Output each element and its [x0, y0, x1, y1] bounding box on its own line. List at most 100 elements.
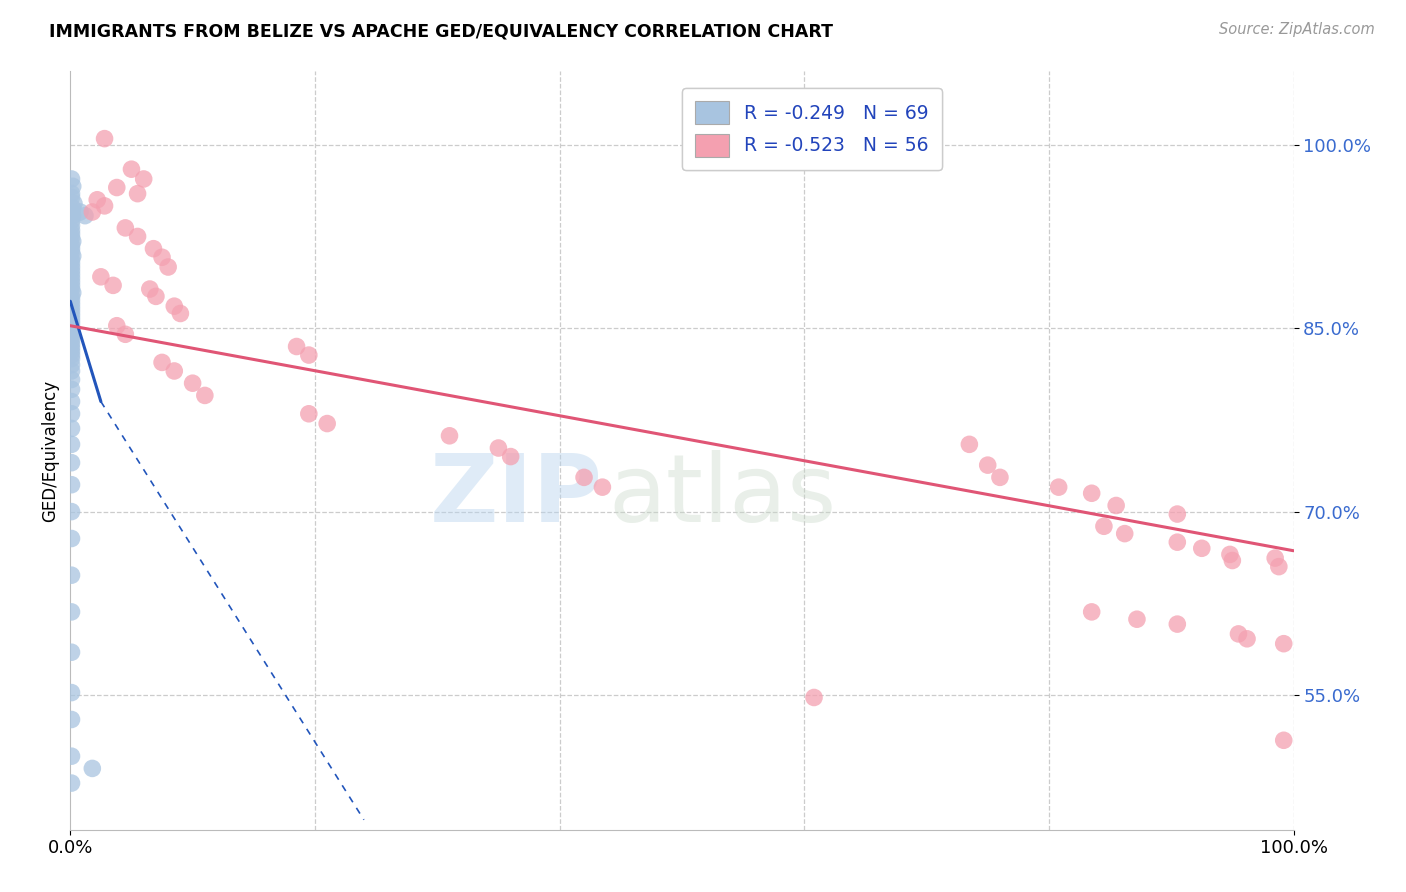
- Point: [60, 252, 83, 267]
- Point: [1272, 637, 1295, 651]
- Point: [60, 334, 83, 348]
- Point: [163, 364, 186, 378]
- Point: [163, 299, 186, 313]
- Point: [298, 407, 321, 421]
- Point: [60, 230, 83, 244]
- Point: [60, 278, 83, 293]
- Point: [90, 269, 112, 284]
- Point: [60, 437, 83, 451]
- Point: [60, 245, 83, 260]
- Point: [1219, 548, 1241, 562]
- Point: [142, 242, 165, 256]
- Point: [60, 172, 83, 186]
- Point: [60, 263, 83, 277]
- Point: [60, 568, 83, 582]
- Point: [82, 761, 104, 775]
- Point: [93, 131, 115, 145]
- Point: [60, 282, 83, 296]
- Point: [62, 179, 84, 194]
- Point: [60, 242, 83, 256]
- Point: [60, 351, 83, 366]
- Point: [60, 605, 83, 619]
- Text: IMMIGRANTS FROM BELIZE VS APACHE GED/EQUIVALENCY CORRELATION CHART: IMMIGRANTS FROM BELIZE VS APACHE GED/EQU…: [49, 22, 834, 40]
- Point: [60, 358, 83, 372]
- Point: [194, 388, 217, 402]
- Point: [82, 205, 104, 219]
- Point: [1191, 541, 1213, 556]
- Point: [157, 260, 180, 274]
- Point: [1272, 733, 1295, 747]
- Point: [60, 326, 83, 340]
- Point: [60, 749, 83, 764]
- Point: [1105, 499, 1128, 513]
- Point: [285, 339, 308, 353]
- Point: [60, 190, 83, 204]
- Point: [145, 289, 167, 303]
- Point: [60, 382, 83, 396]
- Text: ZIP: ZIP: [429, 450, 602, 542]
- Point: [62, 202, 84, 216]
- Point: [62, 209, 84, 223]
- Point: [150, 355, 173, 369]
- Point: [591, 480, 613, 494]
- Point: [60, 407, 83, 421]
- Point: [73, 209, 96, 223]
- Point: [114, 220, 136, 235]
- Point: [139, 282, 162, 296]
- Point: [105, 318, 128, 333]
- Point: [62, 285, 84, 300]
- Point: [121, 162, 143, 177]
- Point: [60, 223, 83, 237]
- Point: [60, 685, 83, 699]
- Point: [60, 372, 83, 386]
- Point: [60, 341, 83, 355]
- Point: [1047, 480, 1070, 494]
- Point: [1227, 627, 1250, 641]
- Point: [132, 172, 155, 186]
- Point: [93, 199, 115, 213]
- Point: [1092, 519, 1115, 533]
- Point: [60, 260, 83, 274]
- Point: [60, 532, 83, 546]
- Point: [60, 304, 83, 318]
- Point: [60, 421, 83, 435]
- Point: [127, 186, 149, 201]
- Point: [60, 205, 83, 219]
- Point: [1166, 507, 1188, 521]
- Point: [60, 713, 83, 727]
- Point: [572, 470, 595, 484]
- Point: [60, 315, 83, 329]
- Point: [62, 249, 84, 263]
- Point: [1080, 605, 1102, 619]
- Point: [60, 318, 83, 333]
- Text: Source: ZipAtlas.com: Source: ZipAtlas.com: [1219, 22, 1375, 37]
- Point: [86, 193, 108, 207]
- Point: [1114, 526, 1136, 541]
- Point: [60, 293, 83, 307]
- Point: [60, 296, 83, 310]
- Point: [60, 213, 83, 227]
- Point: [60, 337, 83, 351]
- Point: [60, 238, 83, 252]
- Point: [60, 344, 83, 359]
- Point: [1220, 553, 1243, 567]
- Point: [60, 219, 83, 233]
- Point: [60, 256, 83, 270]
- Point: [60, 271, 83, 285]
- Point: [488, 441, 510, 455]
- Text: atlas: atlas: [609, 450, 837, 542]
- Point: [169, 306, 191, 320]
- Point: [988, 470, 1011, 484]
- Point: [60, 330, 83, 344]
- Point: [60, 477, 83, 491]
- Point: [803, 690, 825, 705]
- Point: [298, 348, 321, 362]
- Point: [114, 327, 136, 342]
- Point: [439, 429, 461, 443]
- Point: [60, 311, 83, 326]
- Point: [60, 456, 83, 470]
- Point: [60, 289, 83, 303]
- Point: [1080, 486, 1102, 500]
- Point: [1236, 632, 1258, 646]
- Point: [316, 417, 339, 431]
